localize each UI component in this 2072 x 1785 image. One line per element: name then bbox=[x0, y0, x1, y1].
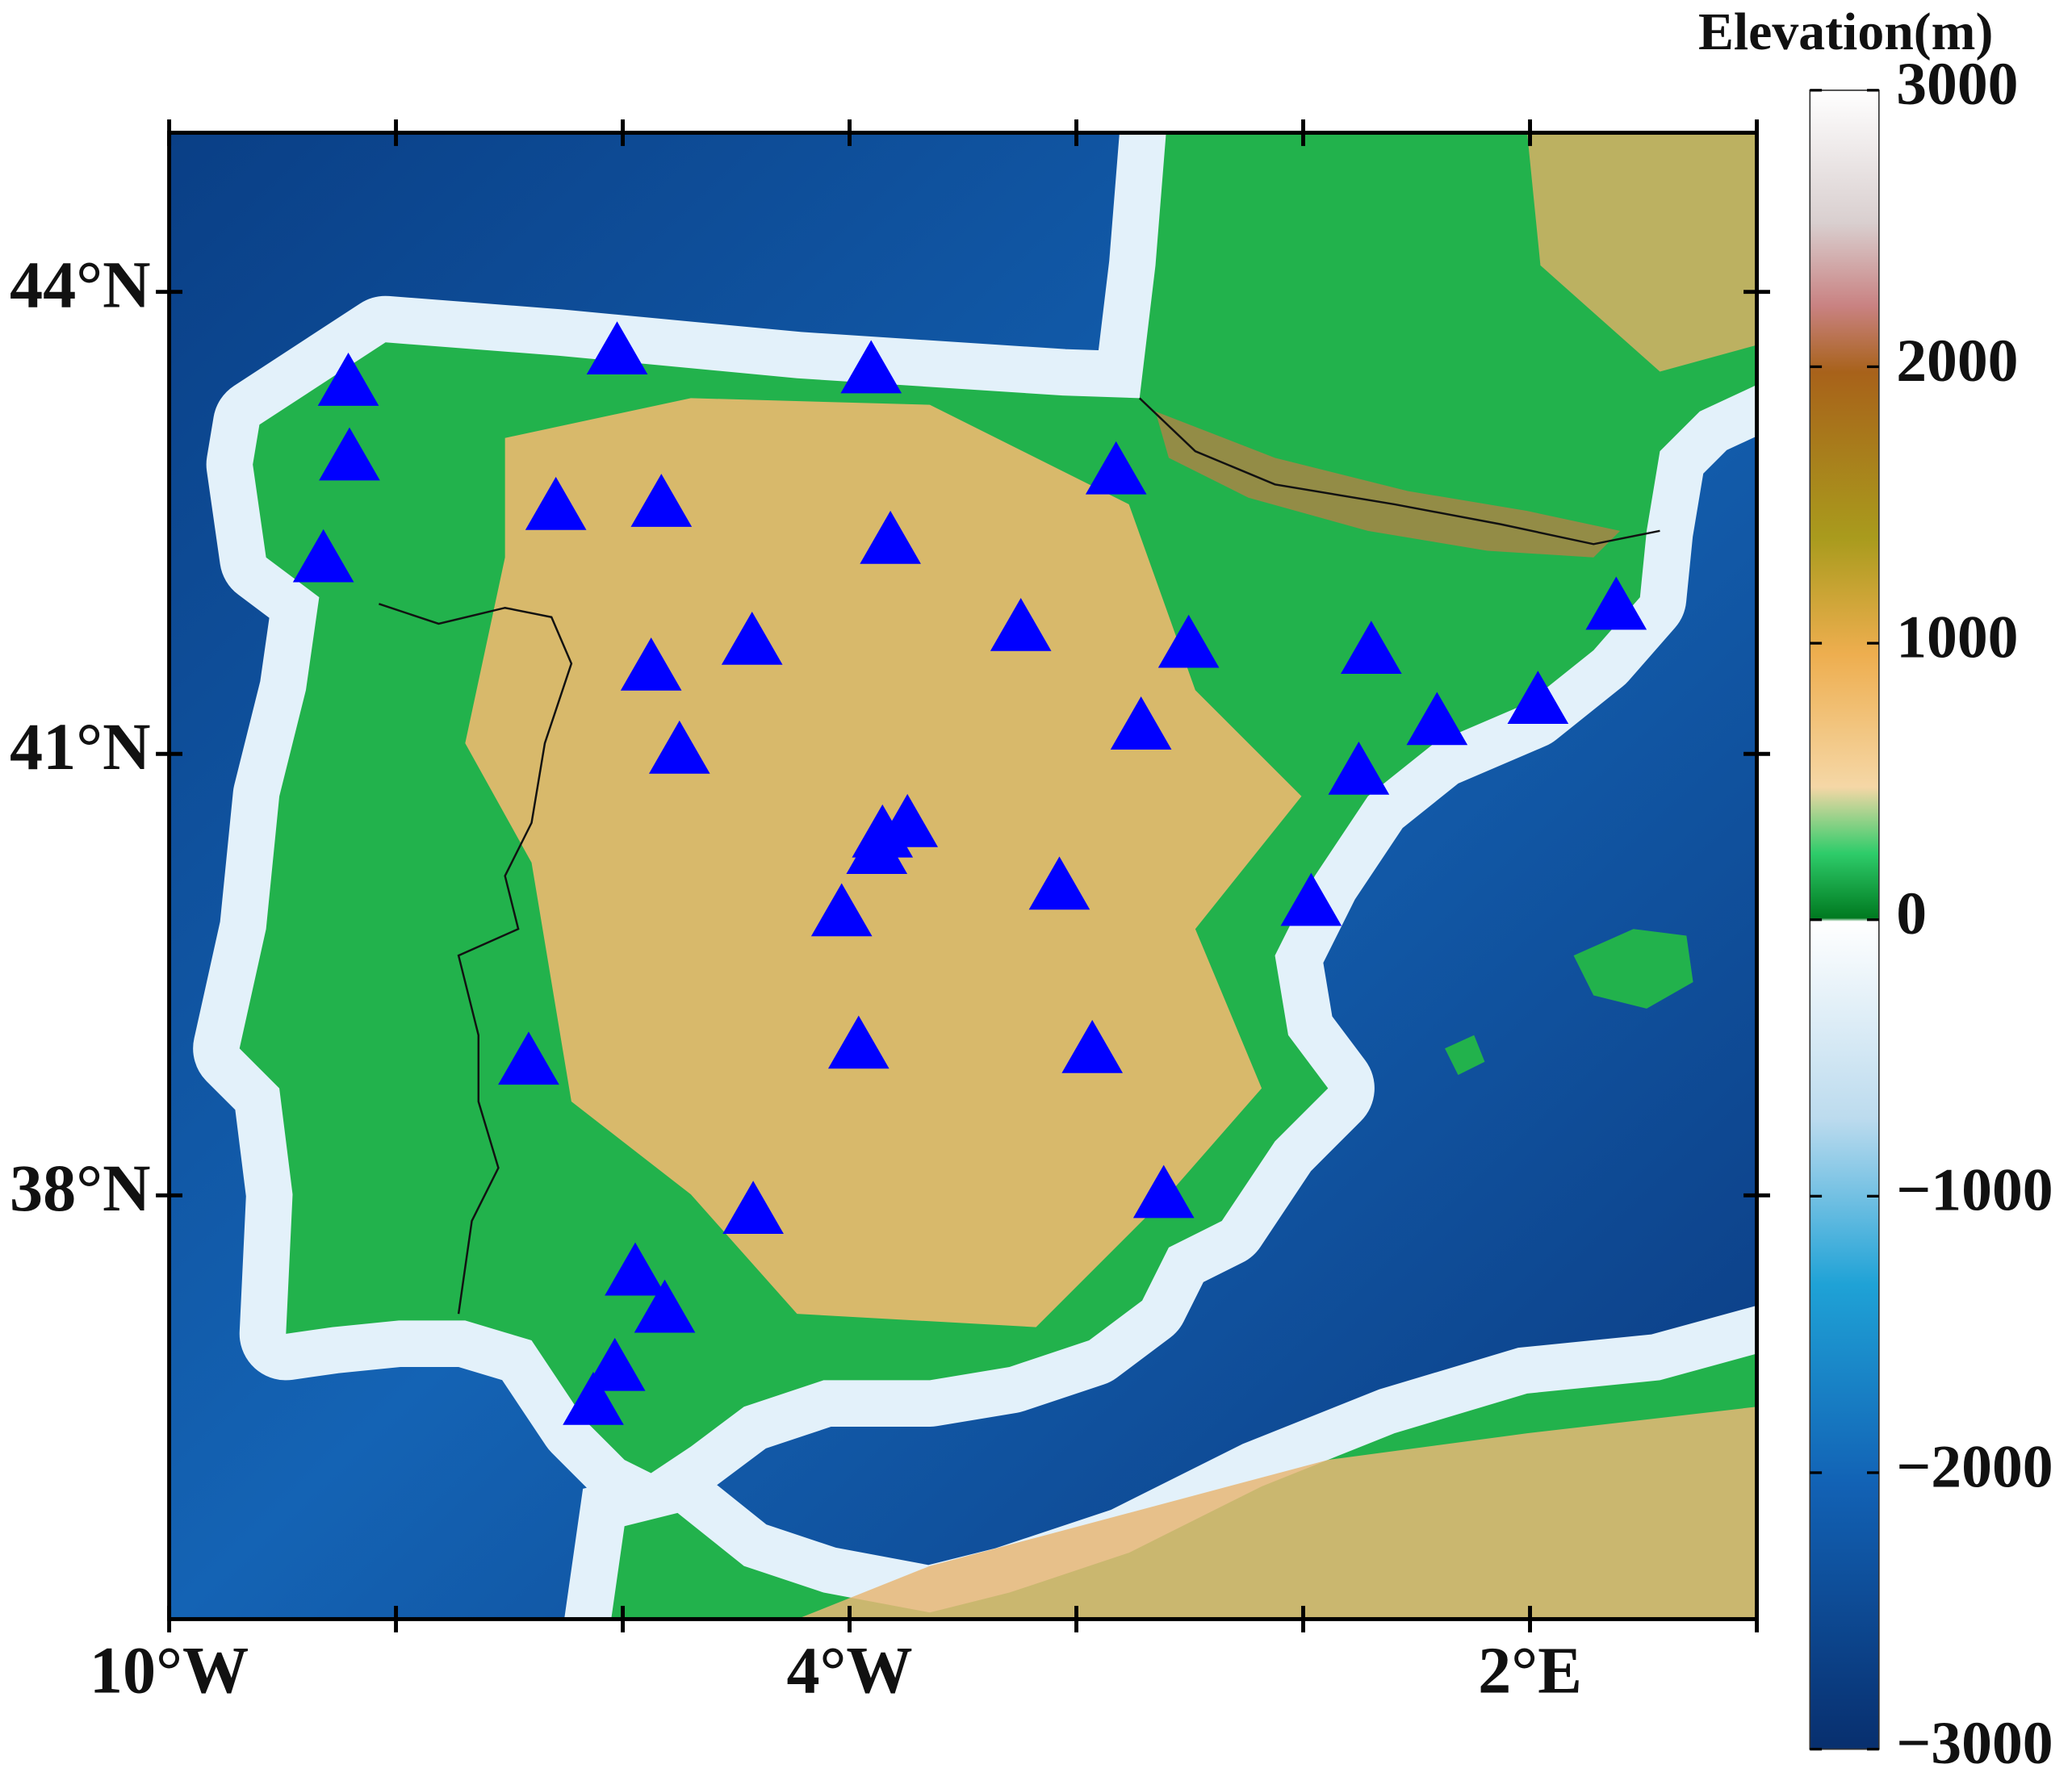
station-marker bbox=[634, 1279, 696, 1333]
station-marker bbox=[648, 720, 710, 774]
mallorca bbox=[1573, 929, 1693, 1009]
station-marker bbox=[1061, 1019, 1124, 1073]
station-marker bbox=[1085, 441, 1147, 495]
station-marker bbox=[620, 637, 682, 691]
station-marker bbox=[827, 1015, 889, 1069]
station-marker bbox=[1585, 576, 1647, 630]
station-marker bbox=[1341, 621, 1402, 675]
map-frame bbox=[167, 130, 1759, 1621]
station-marker bbox=[810, 883, 873, 937]
station-marker bbox=[292, 529, 354, 583]
station-marker bbox=[1028, 856, 1090, 910]
station-marker bbox=[563, 1371, 624, 1425]
highland-africa bbox=[797, 1407, 1757, 1620]
station-marker bbox=[1132, 1164, 1195, 1219]
colorbar-title: Elevation(m) bbox=[1698, 2, 1993, 61]
colorbar-tick-label: −1000 bbox=[1896, 1157, 2053, 1224]
colorbar-tick-label: 2000 bbox=[1896, 328, 2018, 395]
station-marker bbox=[525, 476, 587, 530]
border-portugal bbox=[379, 603, 573, 1315]
x-tick-label: 4°W bbox=[786, 1634, 912, 1708]
colorbar-tick-label: 3000 bbox=[1896, 51, 2018, 118]
station-marker bbox=[1157, 614, 1220, 668]
station-marker bbox=[990, 597, 1052, 651]
terrain bbox=[169, 132, 1757, 1620]
x-tick-label: 10°W bbox=[90, 1634, 249, 1708]
station-marker bbox=[630, 474, 693, 527]
station-marker bbox=[1328, 741, 1390, 795]
station-marker bbox=[846, 821, 908, 874]
station-marker bbox=[317, 353, 379, 406]
station-marker bbox=[1507, 671, 1569, 725]
colorbar-tick-label: 1000 bbox=[1896, 604, 2018, 671]
massif-central bbox=[1527, 132, 1757, 372]
colorbar-tick-label: 0 bbox=[1896, 880, 1927, 947]
border-france bbox=[1138, 397, 1660, 546]
colorbar-tick-label: −2000 bbox=[1896, 1433, 2053, 1500]
station-marker bbox=[584, 1337, 646, 1391]
x-tick-label: 2°E bbox=[1478, 1634, 1582, 1708]
y-tick-label: 38°N bbox=[10, 1152, 150, 1225]
pyrenees bbox=[1155, 411, 1621, 558]
y-tick-label: 44°N bbox=[10, 249, 150, 322]
station-marker bbox=[722, 1181, 784, 1235]
station-marker bbox=[1110, 696, 1172, 750]
ibiza bbox=[1445, 1035, 1485, 1076]
colorbar-tick-label: −3000 bbox=[1896, 1710, 2053, 1777]
station-marker bbox=[498, 1031, 559, 1085]
station-marker bbox=[1406, 692, 1468, 746]
station-marker bbox=[605, 1242, 666, 1296]
station-marker bbox=[1280, 872, 1342, 926]
station-marker bbox=[586, 321, 648, 375]
station-marker bbox=[860, 510, 921, 564]
station-marker bbox=[840, 340, 902, 394]
y-tick-label: 41°N bbox=[10, 710, 150, 784]
station-marker bbox=[721, 611, 783, 665]
station-marker bbox=[319, 427, 380, 481]
